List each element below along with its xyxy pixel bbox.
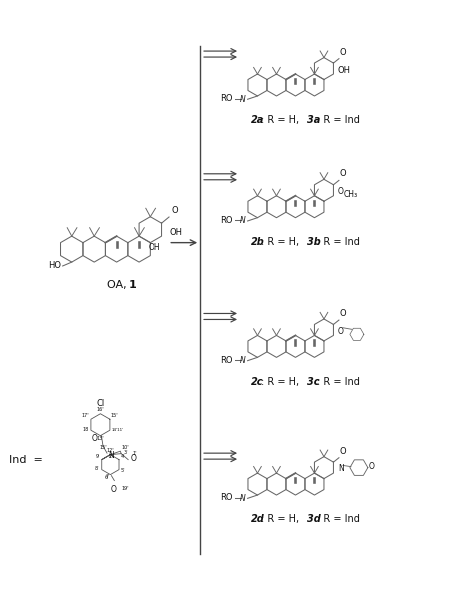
Text: 2c: 2c [251, 376, 264, 387]
Text: RO: RO [220, 493, 233, 502]
Text: 15': 15' [99, 445, 107, 450]
Text: 9': 9' [95, 453, 100, 459]
Text: : R = H,: : R = H, [261, 115, 302, 125]
Text: O: O [340, 48, 346, 57]
Text: CH₃: CH₃ [344, 191, 358, 199]
Text: 14'11': 14'11' [112, 428, 124, 432]
Text: : R = Ind: : R = Ind [317, 237, 359, 247]
Text: O: O [110, 485, 116, 494]
Text: N: N [240, 356, 246, 365]
Text: RO: RO [220, 356, 233, 365]
Text: Ind  =: Ind = [9, 455, 43, 465]
Text: 18: 18 [82, 427, 89, 432]
Text: 5': 5' [121, 467, 126, 473]
Text: O: O [338, 187, 344, 196]
Text: 6': 6' [105, 475, 109, 479]
Text: O: O [171, 206, 178, 215]
Text: 2': 2' [109, 453, 113, 459]
Text: O: O [338, 327, 344, 336]
Text: O: O [340, 169, 346, 178]
Text: : R = Ind: : R = Ind [317, 115, 359, 125]
Text: 1': 1' [132, 450, 137, 456]
Text: : R = H,: : R = H, [261, 376, 302, 387]
Text: : R = H,: : R = H, [261, 237, 302, 247]
Text: N: N [240, 216, 246, 226]
Text: 8': 8' [94, 466, 99, 470]
Text: N: N [240, 494, 246, 503]
Text: OH: OH [148, 242, 160, 251]
Text: N: N [108, 450, 114, 459]
Text: 1: 1 [129, 280, 137, 291]
Text: O: O [369, 462, 375, 471]
Text: 17': 17' [81, 413, 89, 418]
Text: O: O [91, 434, 97, 443]
Text: 3c: 3c [307, 376, 319, 387]
Text: O: O [130, 454, 136, 463]
Text: N: N [338, 464, 344, 473]
Text: OA,: OA, [107, 280, 130, 291]
Text: 3b: 3b [307, 237, 320, 247]
Text: RO: RO [220, 216, 233, 225]
Text: O: O [340, 447, 346, 456]
Text: HO: HO [48, 262, 61, 271]
Text: RO: RO [220, 94, 233, 103]
Text: : R = Ind: : R = Ind [317, 514, 359, 524]
Text: 4': 4' [121, 453, 126, 459]
Text: 3a: 3a [307, 115, 320, 125]
Text: O: O [340, 309, 346, 318]
Text: 7: 7 [105, 473, 109, 479]
Text: 13': 13' [97, 436, 104, 441]
Text: 2a: 2a [251, 115, 264, 125]
Text: N: N [240, 95, 246, 104]
Text: : R = H,: : R = H, [261, 514, 302, 524]
Text: OH: OH [338, 66, 351, 75]
Text: 3': 3' [123, 450, 128, 455]
Text: 2d: 2d [251, 514, 265, 524]
Text: 10': 10' [121, 445, 129, 450]
Text: 15': 15' [111, 413, 118, 418]
Text: OH: OH [169, 228, 182, 237]
Text: 16': 16' [97, 407, 104, 412]
Text: 3d: 3d [307, 514, 320, 524]
Text: : R = Ind: : R = Ind [317, 376, 359, 387]
Text: 19': 19' [121, 485, 129, 491]
Text: 2b: 2b [251, 237, 265, 247]
Text: Cl: Cl [96, 399, 105, 408]
Text: 12': 12' [107, 447, 114, 453]
